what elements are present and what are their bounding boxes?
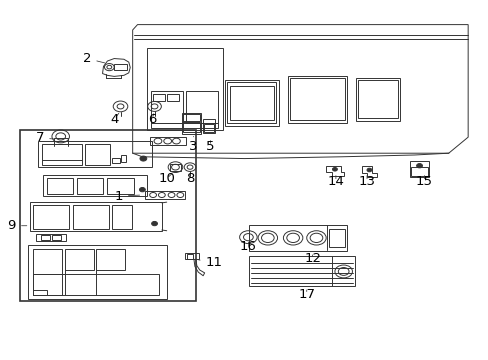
Bar	[289, 78, 344, 120]
Bar	[33, 205, 69, 229]
Bar	[151, 123, 217, 128]
Bar	[114, 64, 126, 70]
Bar	[33, 249, 62, 295]
Bar	[77, 178, 103, 194]
Bar	[183, 114, 200, 121]
Bar	[147, 48, 222, 130]
Bar	[183, 122, 200, 132]
Bar	[203, 124, 214, 132]
Bar	[28, 245, 166, 298]
Bar	[33, 290, 46, 295]
Bar	[203, 118, 215, 133]
Bar	[112, 205, 131, 229]
Text: 5: 5	[206, 140, 214, 153]
Bar	[52, 235, 61, 240]
Bar	[358, 80, 397, 118]
Bar	[107, 178, 133, 194]
Bar	[182, 113, 201, 134]
Bar	[166, 94, 179, 102]
Bar	[287, 76, 346, 123]
Bar	[112, 158, 119, 163]
Bar	[46, 178, 73, 194]
Circle shape	[140, 156, 146, 161]
Text: 7: 7	[36, 131, 55, 144]
Bar	[356, 78, 399, 121]
Bar	[151, 91, 183, 123]
Bar	[73, 205, 109, 229]
Text: 17: 17	[298, 288, 315, 301]
Bar	[409, 161, 428, 177]
Text: 3: 3	[189, 136, 197, 153]
Bar	[145, 192, 185, 199]
Bar	[227, 82, 276, 123]
Text: 2: 2	[82, 52, 104, 65]
Bar	[54, 138, 67, 144]
Bar	[169, 163, 181, 171]
Bar	[187, 253, 193, 258]
Bar	[249, 256, 355, 287]
Bar	[33, 274, 159, 295]
Text: 11: 11	[198, 256, 222, 269]
Text: 10: 10	[158, 172, 175, 185]
Bar	[229, 86, 273, 120]
Bar	[96, 249, 125, 270]
Bar	[41, 235, 50, 240]
Circle shape	[151, 221, 157, 226]
Bar	[328, 229, 344, 247]
Bar	[186, 91, 217, 123]
Text: 4: 4	[110, 113, 119, 126]
Bar	[38, 141, 152, 167]
Bar	[64, 249, 94, 270]
Bar	[36, 234, 65, 241]
Text: 16: 16	[240, 240, 256, 253]
Bar	[30, 202, 162, 231]
Circle shape	[139, 188, 145, 192]
Bar	[85, 144, 110, 165]
Circle shape	[366, 168, 371, 172]
Circle shape	[416, 163, 422, 168]
Text: 13: 13	[358, 175, 375, 188]
Text: 8: 8	[185, 172, 194, 185]
Bar	[249, 225, 346, 251]
Text: 12: 12	[304, 252, 321, 265]
Bar	[410, 167, 427, 176]
Bar	[20, 130, 196, 301]
Text: 14: 14	[327, 175, 344, 188]
Bar	[153, 94, 165, 102]
Text: 6: 6	[148, 113, 156, 126]
Bar	[224, 80, 278, 126]
Bar	[149, 137, 186, 145]
Circle shape	[332, 167, 337, 171]
Bar	[185, 253, 199, 259]
Text: 1: 1	[114, 190, 140, 203]
Bar	[42, 175, 147, 196]
Bar	[41, 144, 81, 165]
Bar	[121, 155, 125, 162]
Text: 9: 9	[8, 219, 27, 232]
Text: 15: 15	[415, 175, 432, 188]
